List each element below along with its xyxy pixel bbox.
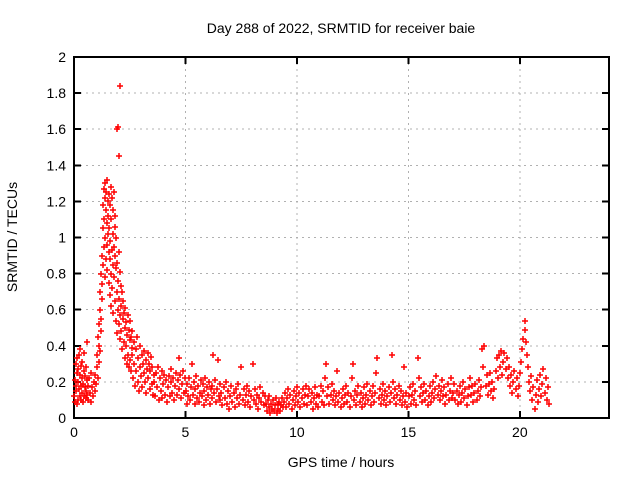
x-tick-label: 15: [401, 424, 417, 440]
x-axis-label: GPS time / hours: [288, 454, 395, 470]
grid-lines: [74, 57, 609, 418]
x-tick-label: 20: [512, 424, 528, 440]
y-tick-label: 2: [58, 49, 66, 65]
y-tick-label: 0.8: [47, 266, 67, 282]
y-tick-label: 0: [58, 410, 66, 426]
y-tick-label: 1.4: [47, 157, 67, 173]
y-tick-label: 1.6: [47, 121, 67, 137]
plot-frame: [73, 56, 610, 419]
y-tick-label: 0.6: [47, 302, 67, 318]
axis-tick-labels: 0 5 10 15 20 0 0.2 0.4 0.6 0.8 1 1.2 1.4 1.6 1.8 2: [47, 49, 528, 440]
y-axis-label: SRMTID / TECUs: [4, 182, 20, 292]
scatter-markers: [71, 83, 552, 416]
data-points: [71, 83, 552, 416]
y-tick-label: 1.8: [47, 85, 67, 101]
x-tick-label: 5: [182, 424, 190, 440]
x-tick-label: 10: [289, 424, 305, 440]
axis-ticks: [73, 56, 609, 419]
chart-title: Day 288 of 2022, SRMTID for receiver bai…: [207, 20, 476, 36]
y-tick-label: 0.2: [47, 374, 67, 390]
y-tick-label: 1.2: [47, 193, 67, 209]
y-tick-label: 0.4: [47, 338, 67, 354]
y-tick-label: 1: [58, 230, 66, 246]
x-tick-label: 0: [70, 424, 78, 440]
